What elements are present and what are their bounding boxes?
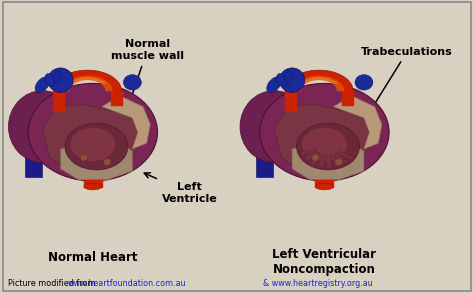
Text: & www.heartregistry.org.au: & www.heartregistry.org.au bbox=[263, 279, 373, 288]
Ellipse shape bbox=[335, 159, 342, 166]
Ellipse shape bbox=[80, 154, 88, 161]
Text: Trabeculations: Trabeculations bbox=[361, 47, 453, 124]
Polygon shape bbox=[54, 91, 64, 111]
Ellipse shape bbox=[302, 128, 347, 161]
Ellipse shape bbox=[123, 75, 141, 90]
Polygon shape bbox=[102, 96, 150, 149]
Polygon shape bbox=[317, 155, 326, 168]
Polygon shape bbox=[84, 180, 102, 187]
Ellipse shape bbox=[104, 159, 111, 166]
Ellipse shape bbox=[276, 74, 286, 87]
Polygon shape bbox=[316, 180, 333, 187]
Bar bbox=[256, 99, 273, 177]
Polygon shape bbox=[61, 140, 132, 180]
Polygon shape bbox=[309, 154, 322, 165]
Ellipse shape bbox=[48, 68, 73, 92]
Ellipse shape bbox=[35, 77, 50, 93]
Ellipse shape bbox=[316, 183, 333, 190]
Ellipse shape bbox=[285, 71, 292, 82]
Polygon shape bbox=[335, 153, 348, 165]
Polygon shape bbox=[54, 70, 122, 91]
Ellipse shape bbox=[240, 91, 308, 163]
Polygon shape bbox=[285, 70, 353, 91]
Ellipse shape bbox=[53, 71, 61, 82]
Ellipse shape bbox=[65, 123, 128, 170]
Ellipse shape bbox=[45, 74, 55, 87]
Ellipse shape bbox=[297, 123, 359, 170]
Polygon shape bbox=[285, 91, 296, 111]
Bar bbox=[25, 99, 42, 177]
Polygon shape bbox=[62, 76, 113, 91]
Text: Left Ventricular
Noncompaction: Left Ventricular Noncompaction bbox=[273, 248, 376, 276]
Polygon shape bbox=[342, 91, 353, 105]
Text: Picture modified from: Picture modified from bbox=[8, 279, 98, 288]
Polygon shape bbox=[274, 105, 371, 173]
Polygon shape bbox=[111, 91, 122, 105]
Ellipse shape bbox=[260, 84, 389, 181]
Ellipse shape bbox=[9, 91, 77, 163]
Text: Normal
muscle wall: Normal muscle wall bbox=[111, 40, 184, 116]
Ellipse shape bbox=[267, 77, 282, 93]
Ellipse shape bbox=[312, 154, 319, 161]
Text: Normal Heart: Normal Heart bbox=[48, 251, 137, 264]
Polygon shape bbox=[43, 105, 139, 173]
Polygon shape bbox=[331, 155, 341, 167]
Polygon shape bbox=[326, 156, 332, 168]
Ellipse shape bbox=[355, 75, 373, 90]
Ellipse shape bbox=[28, 84, 157, 181]
Ellipse shape bbox=[280, 68, 305, 92]
Ellipse shape bbox=[71, 128, 115, 161]
Polygon shape bbox=[337, 151, 354, 160]
Polygon shape bbox=[303, 151, 319, 161]
Polygon shape bbox=[300, 149, 317, 156]
Polygon shape bbox=[292, 140, 364, 180]
Polygon shape bbox=[294, 76, 344, 91]
Text: Left
Ventricle: Left Ventricle bbox=[144, 173, 218, 204]
Polygon shape bbox=[333, 96, 382, 149]
Text: www.heartfoundation.com.au: www.heartfoundation.com.au bbox=[68, 279, 187, 288]
Ellipse shape bbox=[84, 183, 102, 190]
